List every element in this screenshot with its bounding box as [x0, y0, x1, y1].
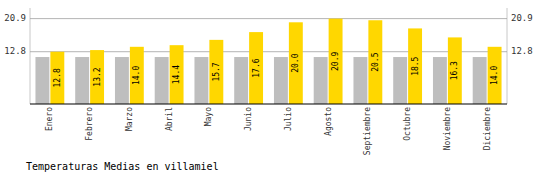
- x-tick-label: Agosto: [324, 107, 333, 136]
- bar: [448, 37, 462, 104]
- bar: [50, 52, 64, 104]
- bar: [274, 57, 288, 104]
- bars: [35, 19, 501, 104]
- y-tick-label: 20.9: [4, 13, 26, 23]
- bar: [408, 28, 422, 104]
- bar: [234, 57, 248, 104]
- data-label: 17.6: [252, 58, 261, 77]
- bar: [353, 57, 367, 104]
- x-tick-label: Diciembre: [483, 107, 492, 151]
- x-tick-label: Abril: [165, 107, 174, 131]
- bar: [75, 57, 89, 104]
- data-label: 20.0: [291, 53, 300, 72]
- bar: [194, 57, 208, 104]
- x-tick-label: Enero: [45, 107, 54, 131]
- bar: [155, 57, 169, 104]
- data-label: 15.7: [212, 62, 221, 81]
- data-label: 14.0: [132, 66, 141, 85]
- data-label: 18.5: [411, 56, 420, 75]
- x-tick-label: Febrero: [85, 107, 94, 141]
- x-tick-label: Julio: [284, 107, 293, 131]
- x-tick-label: Octubre: [403, 107, 412, 141]
- x-tick-label: Septiembre: [363, 107, 372, 155]
- data-label: 14.0: [490, 66, 499, 85]
- data-labels: 12.8 13.2 14.0 14.4 15.7 17.6 20.0 20.9 20.5 18.5…: [53, 51, 499, 87]
- bar: [90, 50, 104, 104]
- x-tick-label: Mayo: [204, 107, 213, 126]
- y2-tick-label: 12.8: [511, 46, 533, 56]
- y-axis-line: [30, 8, 31, 104]
- data-label: 20.5: [371, 52, 380, 71]
- data-label: 16.3: [450, 61, 459, 80]
- bar: [35, 57, 49, 104]
- chart-container: 12.8 20.9 12.8 20.9 12.8 13.2 14.0 14.4 15.7 17.6…: [0, 0, 537, 174]
- data-label: 13.2: [93, 67, 102, 86]
- y2-axis-line: [507, 8, 508, 104]
- x-tick-label: Noviembre: [443, 107, 452, 151]
- data-label: 20.9: [331, 51, 340, 70]
- bar: [433, 57, 447, 104]
- bar: [473, 57, 487, 104]
- title: Temperaturas Medias en villamiel: [26, 161, 219, 172]
- bar: [209, 40, 223, 104]
- bar: [249, 32, 263, 104]
- bar: [115, 57, 129, 104]
- bar: [130, 47, 144, 104]
- grid-line: [30, 18, 507, 19]
- x-tick-label: Junio: [244, 107, 253, 131]
- x-tick-label: Marzo: [125, 107, 134, 131]
- data-label: 14.4: [172, 65, 181, 84]
- y-tick-label: 12.8: [4, 46, 26, 56]
- y2-tick-label: 20.9: [511, 13, 533, 23]
- bar: [368, 20, 382, 104]
- bar: [488, 47, 502, 104]
- bar: [314, 57, 328, 104]
- bar: [170, 45, 184, 104]
- bar: [393, 57, 407, 104]
- bar: [329, 19, 343, 104]
- chart-svg: 12.8 20.9 12.8 20.9 12.8 13.2 14.0 14.4 15.7 17.6…: [0, 0, 537, 174]
- x-axis-line: [30, 103, 507, 104]
- data-label: 12.8: [53, 68, 62, 87]
- bar: [289, 22, 303, 104]
